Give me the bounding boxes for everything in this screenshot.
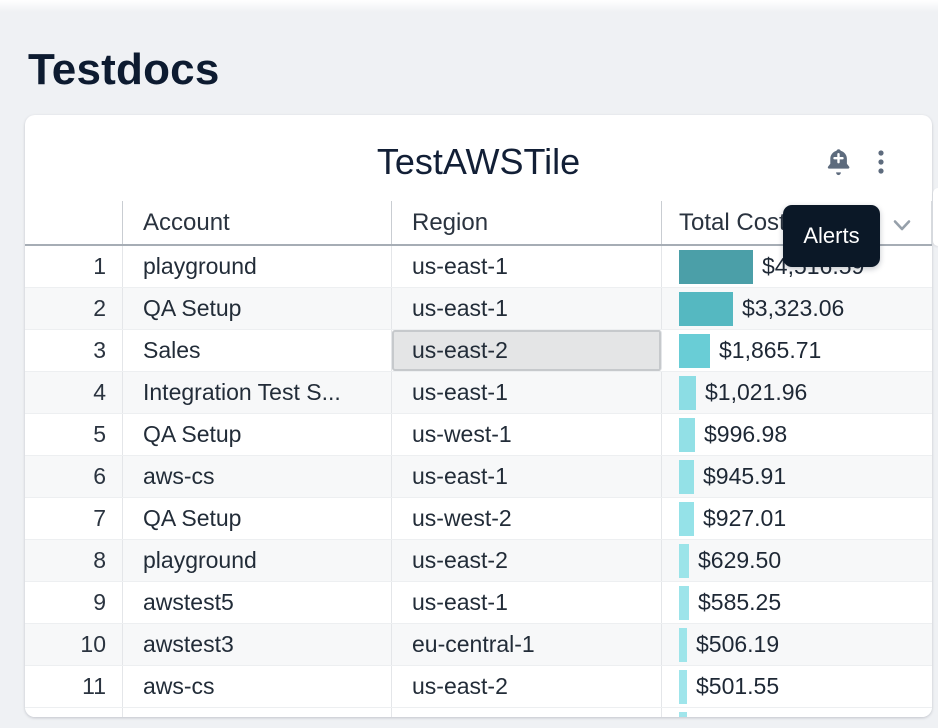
dashboard-tile-card: TestAWSTile Account Region Total Cost — [25, 115, 932, 717]
region-cell[interactable]: us-east-2 — [392, 666, 662, 707]
table-row: 8 playground us-east-2 $629.50 — [25, 540, 932, 582]
cost-bar — [679, 543, 689, 578]
table-row: 9 awstest5 us-east-1 $585.25 — [25, 582, 932, 624]
cost-cell[interactable]: $927.01 — [662, 498, 932, 539]
cell — [123, 708, 392, 717]
cost-bar — [679, 669, 687, 704]
cost-value: $585.25 — [698, 589, 782, 615]
header-total-cost[interactable]: Total Cost — [662, 201, 932, 244]
table-row: 4 Integration Test S... us-east-1 $1,021.96 — [25, 372, 932, 414]
cost-cell[interactable]: $629.50 — [662, 540, 932, 581]
add-alert-button[interactable] — [820, 144, 856, 180]
account-cell[interactable]: awstest3 — [123, 624, 392, 665]
row-number: 7 — [25, 498, 123, 539]
account-cell[interactable]: aws-cs — [123, 666, 392, 707]
cost-bar — [679, 333, 710, 368]
cell — [392, 708, 662, 717]
cost-cell[interactable]: $3,323.06 — [662, 288, 932, 329]
account-cell[interactable]: playground — [123, 540, 392, 581]
cost-value: $945.91 — [703, 463, 787, 489]
cost-cell[interactable]: $501.55 — [662, 666, 932, 707]
cost-value: $501.55 — [696, 673, 780, 699]
bell-plus-icon — [824, 147, 853, 177]
page-title: Testdocs — [28, 45, 220, 95]
account-cell[interactable]: aws-cs — [123, 456, 392, 497]
account-cell[interactable]: QA Setup — [123, 414, 392, 455]
tile-menu-button[interactable] — [870, 146, 892, 178]
table-row: 3 Sales us-east-2 $1,865.71 — [25, 330, 932, 372]
cell — [25, 708, 123, 717]
region-cell[interactable]: us-east-1 — [392, 582, 662, 623]
region-cell[interactable]: us-east-2 — [392, 540, 662, 581]
region-cell[interactable]: eu-central-1 — [392, 624, 662, 665]
table-header-row: Account Region Total Cost — [25, 201, 932, 246]
kebab-menu-icon — [877, 150, 885, 174]
table-row: 2 QA Setup us-east-1 $3,323.06 — [25, 288, 932, 330]
cost-value: $1,021.96 — [705, 379, 808, 405]
table-row-partial — [25, 708, 932, 717]
table-row: 5 QA Setup us-west-1 $996.98 — [25, 414, 932, 456]
cost-bar — [679, 375, 696, 410]
row-number: 5 — [25, 414, 123, 455]
tile-title: TestAWSTile — [376, 141, 581, 182]
account-cell[interactable]: awstest5 — [123, 582, 392, 623]
cost-value: $927.01 — [703, 505, 787, 531]
cost-bar — [679, 417, 695, 452]
cost-bar — [679, 501, 694, 536]
cost-value: $1,865.71 — [719, 337, 822, 363]
region-cell[interactable]: us-east-1 — [392, 456, 662, 497]
row-number: 8 — [25, 540, 123, 581]
region-cell[interactable]: us-east-1 — [392, 288, 662, 329]
row-number: 10 — [25, 624, 123, 665]
row-number: 3 — [25, 330, 123, 371]
region-cell[interactable]: us-east-1 — [392, 246, 662, 287]
region-cell[interactable]: us-west-2 — [392, 498, 662, 539]
cost-value: $629.50 — [698, 547, 782, 573]
cost-cell[interactable]: $585.25 — [662, 582, 932, 623]
account-cell[interactable]: Sales — [123, 330, 392, 371]
cost-cell[interactable]: $996.98 — [662, 414, 932, 455]
cost-cell[interactable]: $506.19 — [662, 624, 932, 665]
row-number: 4 — [25, 372, 123, 413]
cost-value: $996.98 — [704, 421, 788, 447]
header-region[interactable]: Region — [392, 201, 662, 244]
cost-cell[interactable]: $945.91 — [662, 456, 932, 497]
row-number: 6 — [25, 456, 123, 497]
table-row: 10 awstest3 eu-central-1 $506.19 — [25, 624, 932, 666]
account-cell[interactable]: playground — [123, 246, 392, 287]
cost-value: $3,323.06 — [742, 295, 845, 321]
table-row: 7 QA Setup us-west-2 $927.01 — [25, 498, 932, 540]
account-cell[interactable]: QA Setup — [123, 288, 392, 329]
table-row: 11 aws-cs us-east-2 $501.55 — [25, 666, 932, 708]
cost-bar — [679, 291, 733, 326]
account-cell[interactable]: QA Setup — [123, 498, 392, 539]
region-cell[interactable]: us-west-1 — [392, 414, 662, 455]
table-row: 6 aws-cs us-east-1 $945.91 — [25, 456, 932, 498]
cost-bar — [679, 459, 694, 494]
row-number: 1 — [25, 246, 123, 287]
header-account[interactable]: Account — [123, 201, 392, 244]
alerts-tooltip-label: Alerts — [803, 223, 860, 248]
column-chevron-down-icon[interactable] — [893, 219, 911, 232]
cost-bar — [679, 585, 689, 620]
cost-bar — [679, 711, 687, 717]
alerts-tooltip: Alerts — [783, 205, 880, 267]
top-edge-strip — [0, 0, 938, 12]
header-row-number — [25, 201, 123, 244]
cost-cell[interactable]: $1,865.71 — [662, 330, 932, 371]
cost-value: $506.19 — [696, 631, 780, 657]
row-number: 11 — [25, 666, 123, 707]
cell — [662, 708, 932, 717]
cost-bar — [679, 627, 687, 662]
region-cell[interactable]: us-east-1 — [392, 372, 662, 413]
adjacent-tile-fragment — [933, 188, 938, 246]
region-cell-highlighted[interactable]: us-east-2 — [392, 330, 662, 371]
cost-bar — [679, 249, 753, 284]
row-number: 9 — [25, 582, 123, 623]
cost-cell[interactable]: $1,021.96 — [662, 372, 932, 413]
row-number: 2 — [25, 288, 123, 329]
account-cell[interactable]: Integration Test S... — [123, 372, 392, 413]
